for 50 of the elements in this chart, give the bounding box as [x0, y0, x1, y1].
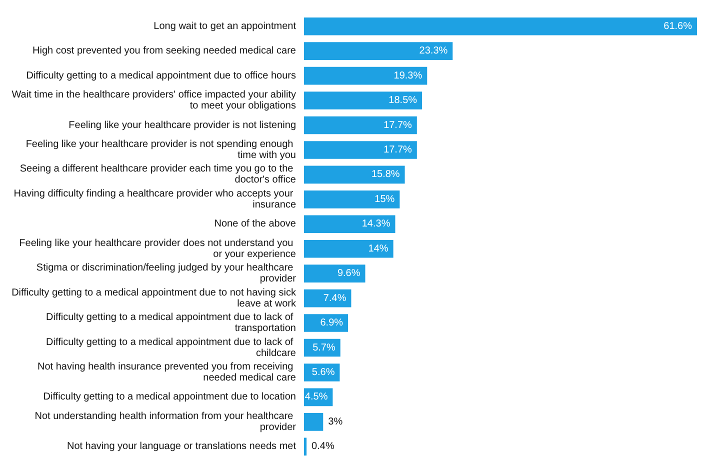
bar: [304, 264, 366, 282]
bar: [304, 166, 405, 184]
bar: [304, 17, 697, 36]
y-tick-label: Not understanding health information from your healthcare provider: [34, 410, 297, 433]
data-label: 17.7%: [384, 120, 412, 131]
y-tick-label: Wait time in the healthcare providers' office impacted your ability to meet your obligations: [12, 90, 296, 112]
bar: [304, 413, 324, 431]
y-tick-label: Long wait to get an appointment: [154, 20, 296, 32]
bar: [304, 92, 422, 110]
data-label: 3%: [328, 416, 343, 428]
bar: [304, 141, 417, 159]
bar: [304, 240, 394, 258]
bar: [304, 314, 348, 332]
data-label: 0.4%: [312, 441, 334, 452]
y-tick-label: Seeing a different healthcare provider each time you go to the doctor's office: [20, 164, 296, 186]
data-label: 9.6%: [337, 268, 360, 280]
y-tick-label: Difficulty getting to a medical appointment due to office hours: [26, 70, 296, 82]
data-label: 15.8%: [371, 169, 400, 180]
y-tick-label: High cost prevented you from seeking needed medical care: [32, 46, 296, 57]
data-label: 19.3%: [394, 70, 422, 82]
data-label: 61.6%: [664, 20, 692, 32]
data-label: 23.3%: [419, 46, 448, 57]
y-tick-label: None of the above: [214, 218, 296, 230]
y-tick-label: Feeling like your healthcare provider is not spending enough time with you: [26, 138, 296, 161]
bar: [304, 116, 417, 134]
y-tick-label: Not having health insurance prevented you from receiving needed medical care: [38, 361, 296, 384]
data-label: 14.3%: [362, 218, 390, 230]
bar: [304, 215, 396, 234]
data-label: 14%: [368, 243, 388, 254]
y-tick-label: Not having your language or translations needs met: [66, 441, 296, 452]
y-tick-label: Having difficulty finding a healthcare provider who accepts your insurance: [14, 188, 296, 210]
bar: [304, 42, 453, 60]
data-label: 7.4%: [323, 292, 346, 304]
y-tick-label: Feeling like your healthcare provider does not understand you or your experience: [19, 238, 296, 260]
y-tick-label: Stigma or discrimination/feeling judged by your healthcare provider: [36, 262, 297, 285]
bar: [304, 438, 307, 456]
data-label: 6.9%: [320, 318, 344, 329]
y-tick-label: Difficulty getting to a medical appointment due to location: [43, 392, 296, 403]
bar: [304, 190, 400, 208]
y-tick-label: Difficulty getting to a medical appointment due to lack of transportation: [46, 312, 296, 334]
data-label: 5.7%: [312, 342, 336, 354]
data-label: 18.5%: [388, 95, 418, 106]
y-tick-label: Difficulty getting to a medical appointment due to lack of childcare: [46, 336, 296, 359]
y-tick-label: Difficulty getting to a medical appointment due to not having sick leave at work: [12, 287, 297, 310]
y-tick-label: Feeling like your healthcare provider is not listening: [68, 120, 296, 131]
data-label: 17.7%: [384, 144, 412, 156]
data-label: 4.5%: [304, 392, 328, 403]
data-label: 15%: [374, 194, 395, 205]
data-label: 5.6%: [312, 366, 335, 378]
bar: [304, 66, 428, 85]
